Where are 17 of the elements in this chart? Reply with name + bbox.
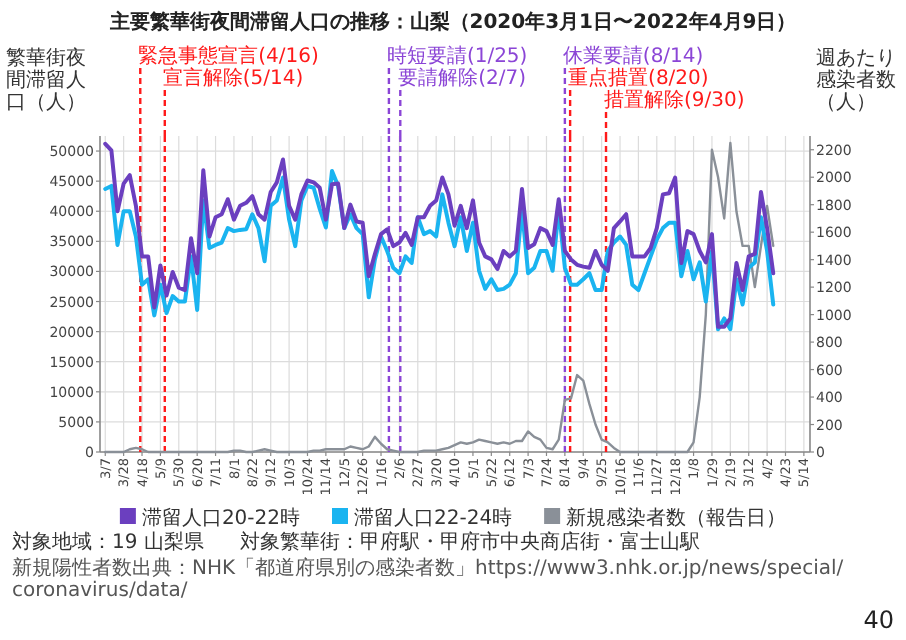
- text: 新規陽性者数出典：NHK「都道府県別の感染者数」https://www3.nhk.or.jp/news/special/coronavirus/data/: [12, 558, 846, 602]
- ref-line-label: 休業要請(8/14): [562, 44, 704, 68]
- chart-title: 主要繁華街夜間滞留人口の推移：山梨（2020年3月1日〜2022年4月9日）: [107, 10, 797, 34]
- text: 対象繁華街：甲府駅・甲府市中央商店街・富士山駅: [240, 532, 700, 554]
- ref-line-label: 重点措置(8/20): [568, 66, 709, 90]
- ref-line-label: 措置解除(9/30): [604, 88, 745, 112]
- ref-line-label: 緊急事態宣言(4/16): [138, 44, 319, 68]
- legend-label: 滞留人口22-24時: [354, 506, 513, 530]
- y2-axis-title: 週あたり感染者数（人）: [816, 48, 898, 114]
- ref-line-label: 要請解除(2/7): [398, 66, 527, 90]
- legend-label: 滞留人口20-22時: [141, 506, 300, 530]
- text: 40: [863, 606, 894, 634]
- ref-line-label: 時短要請(1/25): [386, 44, 528, 68]
- legend-label: 新規感染者数（報告日）: [566, 506, 787, 530]
- y-axis-title: 繁華街夜間滞留人口（人）: [6, 48, 88, 114]
- ref-line-label: 宣言解除(5/14): [162, 66, 304, 90]
- text: 対象地域：19 山梨県: [12, 532, 204, 554]
